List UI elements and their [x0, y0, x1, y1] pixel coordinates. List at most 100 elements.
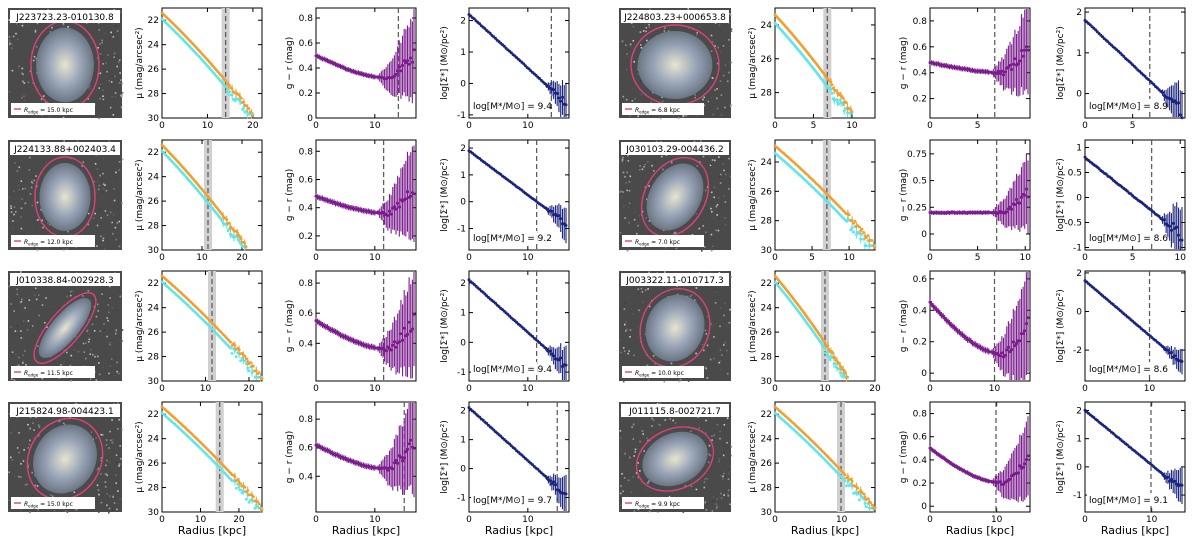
color-profile-panel: 0 5 10 0 0.25 0.5 0.75 g − r (mag): [899, 139, 1032, 263]
color-xtick-label: 10: [1020, 253, 1032, 263]
image-noise: [100, 225, 103, 228]
sb-g-point: [865, 236, 868, 240]
mass-label-box: [471, 231, 537, 244]
image-noise: [705, 333, 708, 335]
image-noise: [83, 351, 86, 353]
color-point: [1024, 322, 1028, 326]
image-noise: [40, 213, 43, 216]
mass-ytick-label: 0: [1076, 90, 1082, 100]
mass-point: [1166, 348, 1170, 352]
sb-g-point: [829, 80, 833, 84]
color-xtick-label: 0: [313, 253, 319, 263]
color-point: [409, 194, 413, 198]
galaxy-name-box: [621, 10, 729, 23]
image-noise: [45, 161, 47, 164]
sb-ytick-label: 22: [148, 410, 159, 420]
sb-xtick-label: 10: [195, 515, 207, 525]
image-noise: [115, 332, 117, 335]
color-xlabel: Radius [kpc]: [332, 524, 400, 537]
image-noise: [112, 494, 115, 496]
sb-r-point: [865, 244, 868, 248]
image-noise: [622, 347, 625, 349]
image-noise: [121, 94, 123, 96]
image-noise: [627, 154, 629, 157]
image-noise: [628, 350, 630, 352]
color-profile-panel: 0 10 0 0.2 0.4 0.6 0.8 g − r (mag): [285, 7, 417, 131]
color-ytick-label: 0.8: [299, 415, 314, 425]
image-noise: [33, 294, 36, 297]
image-noise: [97, 489, 100, 491]
image-noise: [94, 212, 96, 215]
image-noise: [23, 233, 26, 235]
image-noise: [620, 449, 622, 451]
image-noise: [86, 330, 88, 333]
image-noise: [105, 444, 108, 446]
image-noise: [46, 326, 48, 328]
image-noise: [724, 217, 726, 219]
color-frame: [929, 270, 1031, 382]
color-point: [397, 205, 401, 209]
image-noise: [640, 44, 642, 46]
image-noise: [640, 333, 643, 335]
image-noise: [33, 25, 36, 27]
color-ytick-label: 0: [307, 114, 313, 124]
image-noise: [102, 98, 105, 101]
image-noise: [103, 38, 106, 40]
image-noise: [113, 188, 116, 190]
image-noise: [715, 291, 717, 293]
redge-legend-label: Redge = 15.0 kpc: [24, 501, 73, 509]
image-noise: [80, 100, 82, 102]
image-noise: [97, 215, 100, 217]
image-noise: [625, 182, 628, 184]
galaxy-body: [646, 163, 704, 231]
image-noise: [716, 498, 718, 500]
mass-point: [561, 95, 564, 99]
color-ytick-label: 0.5: [913, 177, 927, 187]
image-noise: [10, 47, 13, 50]
image-noise: [9, 43, 11, 46]
color-frame: [929, 139, 1031, 251]
color-ytick-label: 0.6: [299, 175, 314, 185]
image-noise: [109, 495, 111, 497]
image-noise: [723, 344, 725, 346]
color-point: [1008, 205, 1012, 209]
image-noise: [46, 222, 49, 225]
image-noise: [724, 201, 727, 203]
image-noise: [711, 439, 713, 441]
galaxy-body: [36, 27, 94, 103]
image-noise: [724, 223, 727, 226]
image-noise: [651, 177, 654, 179]
image-noise: [110, 81, 113, 83]
mass-total-value: 9.4: [538, 365, 553, 375]
image-noise: [663, 380, 666, 383]
image-noise: [13, 475, 16, 478]
image-noise: [714, 159, 716, 162]
image-noise: [42, 95, 45, 97]
mass-ytick-label: 2: [460, 144, 466, 154]
image-noise: [63, 423, 66, 426]
image-noise: [82, 295, 84, 297]
image-noise: [38, 426, 41, 428]
image-noise: [87, 98, 90, 100]
image-noise: [26, 483, 28, 486]
image-noise: [109, 285, 111, 288]
galaxy-image: J223723.23-010130.8 Redge = 15.0 kpc: [8, 8, 124, 120]
sb-profile-panel: 0 10 20 22 24 26 28 30 μ (mag/arcsec²): [135, 270, 264, 394]
color-point: [1008, 63, 1012, 67]
image-noise: [108, 311, 110, 314]
image-noise: [646, 364, 649, 367]
image-noise: [678, 380, 680, 383]
image-noise: [644, 186, 647, 189]
sb-r-point: [850, 226, 854, 230]
image-noise: [102, 183, 105, 185]
image-noise: [33, 429, 35, 431]
color-frame: [315, 270, 417, 382]
image-noise: [82, 365, 85, 367]
image-noise: [729, 175, 732, 178]
image-noise: [707, 100, 710, 103]
sb-r-point: [829, 87, 833, 91]
image-noise: [631, 100, 634, 102]
sb-r-point: [230, 93, 234, 97]
mass-frame: [1084, 270, 1186, 382]
